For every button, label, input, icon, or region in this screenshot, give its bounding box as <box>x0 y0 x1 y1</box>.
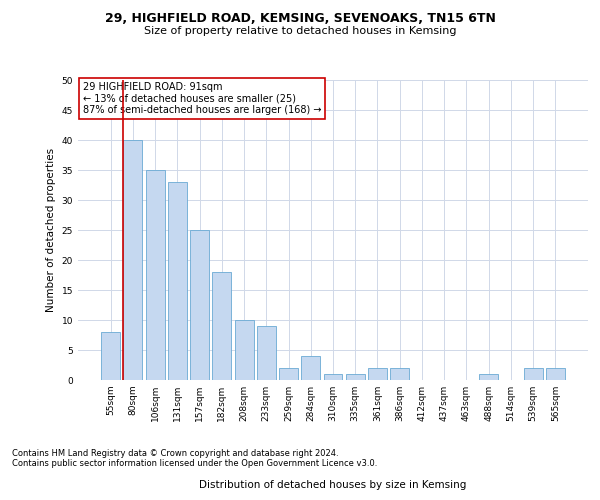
Bar <box>368 368 387 380</box>
Bar <box>279 368 298 380</box>
Bar <box>301 356 320 380</box>
Bar <box>323 374 343 380</box>
Bar <box>235 320 254 380</box>
Bar <box>479 374 498 380</box>
Text: Size of property relative to detached houses in Kemsing: Size of property relative to detached ho… <box>144 26 456 36</box>
Text: Contains HM Land Registry data © Crown copyright and database right 2024.: Contains HM Land Registry data © Crown c… <box>12 448 338 458</box>
Bar <box>212 272 231 380</box>
Text: Distribution of detached houses by size in Kemsing: Distribution of detached houses by size … <box>199 480 467 490</box>
Bar <box>390 368 409 380</box>
Bar <box>346 374 365 380</box>
Bar <box>124 140 142 380</box>
Bar <box>257 326 276 380</box>
Bar <box>101 332 120 380</box>
Bar <box>168 182 187 380</box>
Bar <box>546 368 565 380</box>
Bar <box>190 230 209 380</box>
Text: 29 HIGHFIELD ROAD: 91sqm
← 13% of detached houses are smaller (25)
87% of semi-d: 29 HIGHFIELD ROAD: 91sqm ← 13% of detach… <box>83 82 322 114</box>
Y-axis label: Number of detached properties: Number of detached properties <box>46 148 56 312</box>
Text: 29, HIGHFIELD ROAD, KEMSING, SEVENOAKS, TN15 6TN: 29, HIGHFIELD ROAD, KEMSING, SEVENOAKS, … <box>104 12 496 26</box>
Text: Contains public sector information licensed under the Open Government Licence v3: Contains public sector information licen… <box>12 458 377 468</box>
Bar <box>524 368 542 380</box>
Bar <box>146 170 164 380</box>
